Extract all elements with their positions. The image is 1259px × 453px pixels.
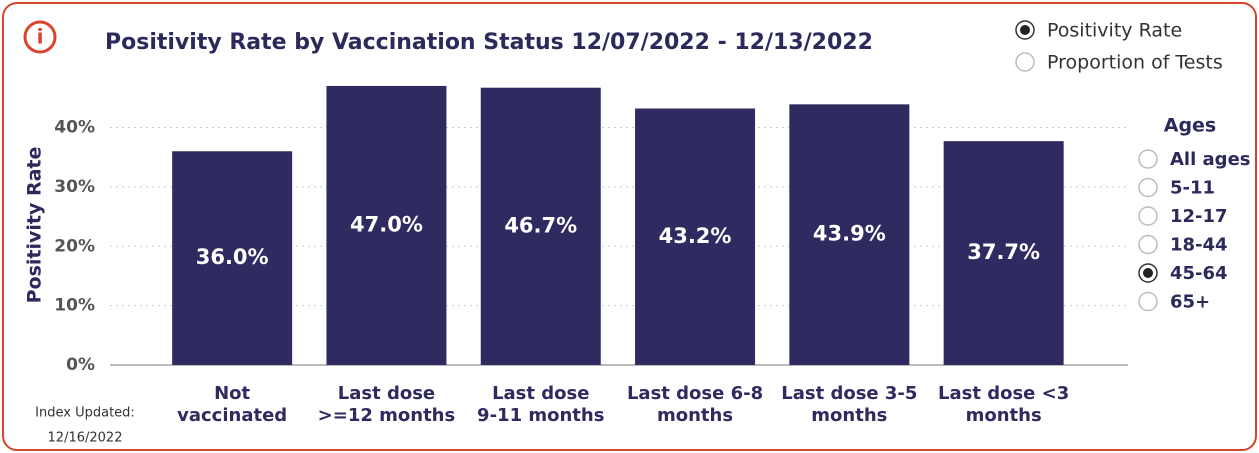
y-tick-label: 0% bbox=[66, 355, 95, 375]
age-option-label: 18-44 bbox=[1170, 235, 1228, 256]
y-tick-label: 20% bbox=[54, 236, 95, 256]
x-tick-label: Last dose <3 months bbox=[938, 383, 1070, 426]
x-tick-label: Last dose >=12 months bbox=[317, 383, 456, 426]
age-option-label: 5-11 bbox=[1170, 178, 1215, 199]
y-tick-label: 10% bbox=[54, 296, 95, 316]
age-radio[interactable] bbox=[1138, 149, 1158, 169]
x-tick-label: Not vaccinated bbox=[177, 383, 288, 426]
age-option-label: 65+ bbox=[1170, 292, 1210, 313]
x-tick-label: Last dose 6-8 months bbox=[626, 383, 764, 426]
x-tick-label: Last dose 9-11 months bbox=[477, 383, 605, 426]
data-label: 43.9% bbox=[813, 222, 886, 246]
index-updated-label: Index Updated: bbox=[35, 406, 135, 421]
data-label: 36.0% bbox=[196, 245, 269, 269]
metric-radio-dot bbox=[1020, 25, 1030, 35]
bar[interactable] bbox=[635, 108, 756, 366]
age-radio[interactable] bbox=[1138, 206, 1158, 226]
y-axis-title: Positivity Rate bbox=[24, 147, 46, 304]
ages-title: Ages bbox=[1164, 115, 1217, 137]
bar[interactable] bbox=[789, 104, 910, 365]
bar[interactable] bbox=[480, 87, 601, 365]
metric-radio[interactable] bbox=[1015, 52, 1035, 72]
info-icon[interactable] bbox=[23, 20, 57, 54]
age-radio[interactable] bbox=[1138, 234, 1158, 255]
metric-option-label: Proportion of Tests bbox=[1047, 52, 1223, 74]
bar[interactable] bbox=[326, 85, 447, 365]
x-tick-label: Last dose 3-5 months bbox=[781, 383, 918, 426]
age-radio[interactable] bbox=[1138, 177, 1158, 198]
bar[interactable] bbox=[172, 151, 293, 365]
age-radio-dot bbox=[1143, 268, 1153, 278]
data-label: 43.2% bbox=[659, 224, 732, 248]
age-radio[interactable] bbox=[1138, 291, 1158, 312]
data-label: 46.7% bbox=[504, 213, 577, 237]
info-icon-glyph: i bbox=[37, 25, 44, 49]
data-label: 37.7% bbox=[967, 240, 1040, 264]
data-label: 47.0% bbox=[350, 212, 423, 236]
age-option-label: 12-17 bbox=[1170, 206, 1228, 227]
age-option-label: 45-64 bbox=[1170, 263, 1228, 284]
bar[interactable] bbox=[943, 141, 1064, 365]
y-tick-label: 30% bbox=[54, 177, 95, 197]
chart-title: Positivity Rate by Vaccination Status 12… bbox=[105, 30, 873, 55]
metric-option-label: Positivity Rate bbox=[1047, 20, 1182, 42]
y-tick-label: 40% bbox=[54, 118, 95, 138]
index-updated-date: 12/16/2022 bbox=[48, 431, 123, 446]
age-option-label: All ages bbox=[1170, 149, 1251, 170]
